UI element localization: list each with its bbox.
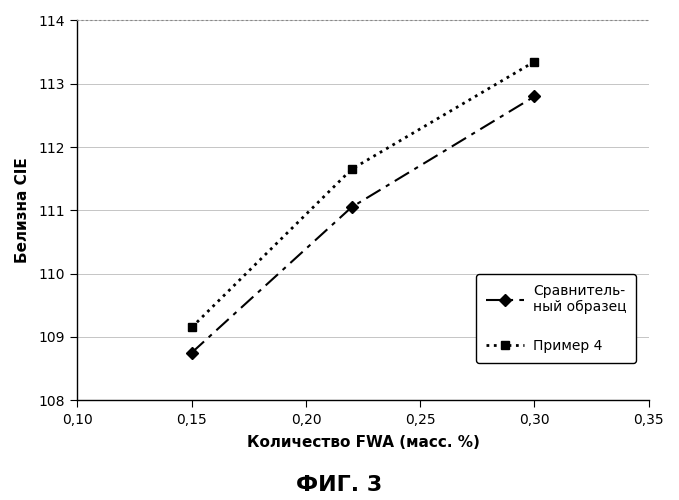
Пример 4	[530, 58, 538, 64]
Сравнитель-
ный образец	[348, 204, 356, 210]
Text: ФИГ. 3: ФИГ. 3	[296, 475, 383, 495]
Пример 4	[187, 324, 196, 330]
Сравнитель-
ный образец	[530, 94, 538, 100]
Сравнитель-
ный образец	[187, 350, 196, 356]
Line: Сравнитель-
ный образец: Сравнитель- ный образец	[187, 92, 538, 357]
Y-axis label: Белизна CIE: Белизна CIE	[15, 158, 30, 263]
Legend: Сравнитель-
ный образец, Пример 4: Сравнитель- ный образец, Пример 4	[476, 274, 636, 363]
Пример 4	[348, 166, 356, 172]
X-axis label: Количество FWA (масс. %): Количество FWA (масс. %)	[246, 435, 479, 450]
Line: Пример 4: Пример 4	[187, 58, 538, 332]
